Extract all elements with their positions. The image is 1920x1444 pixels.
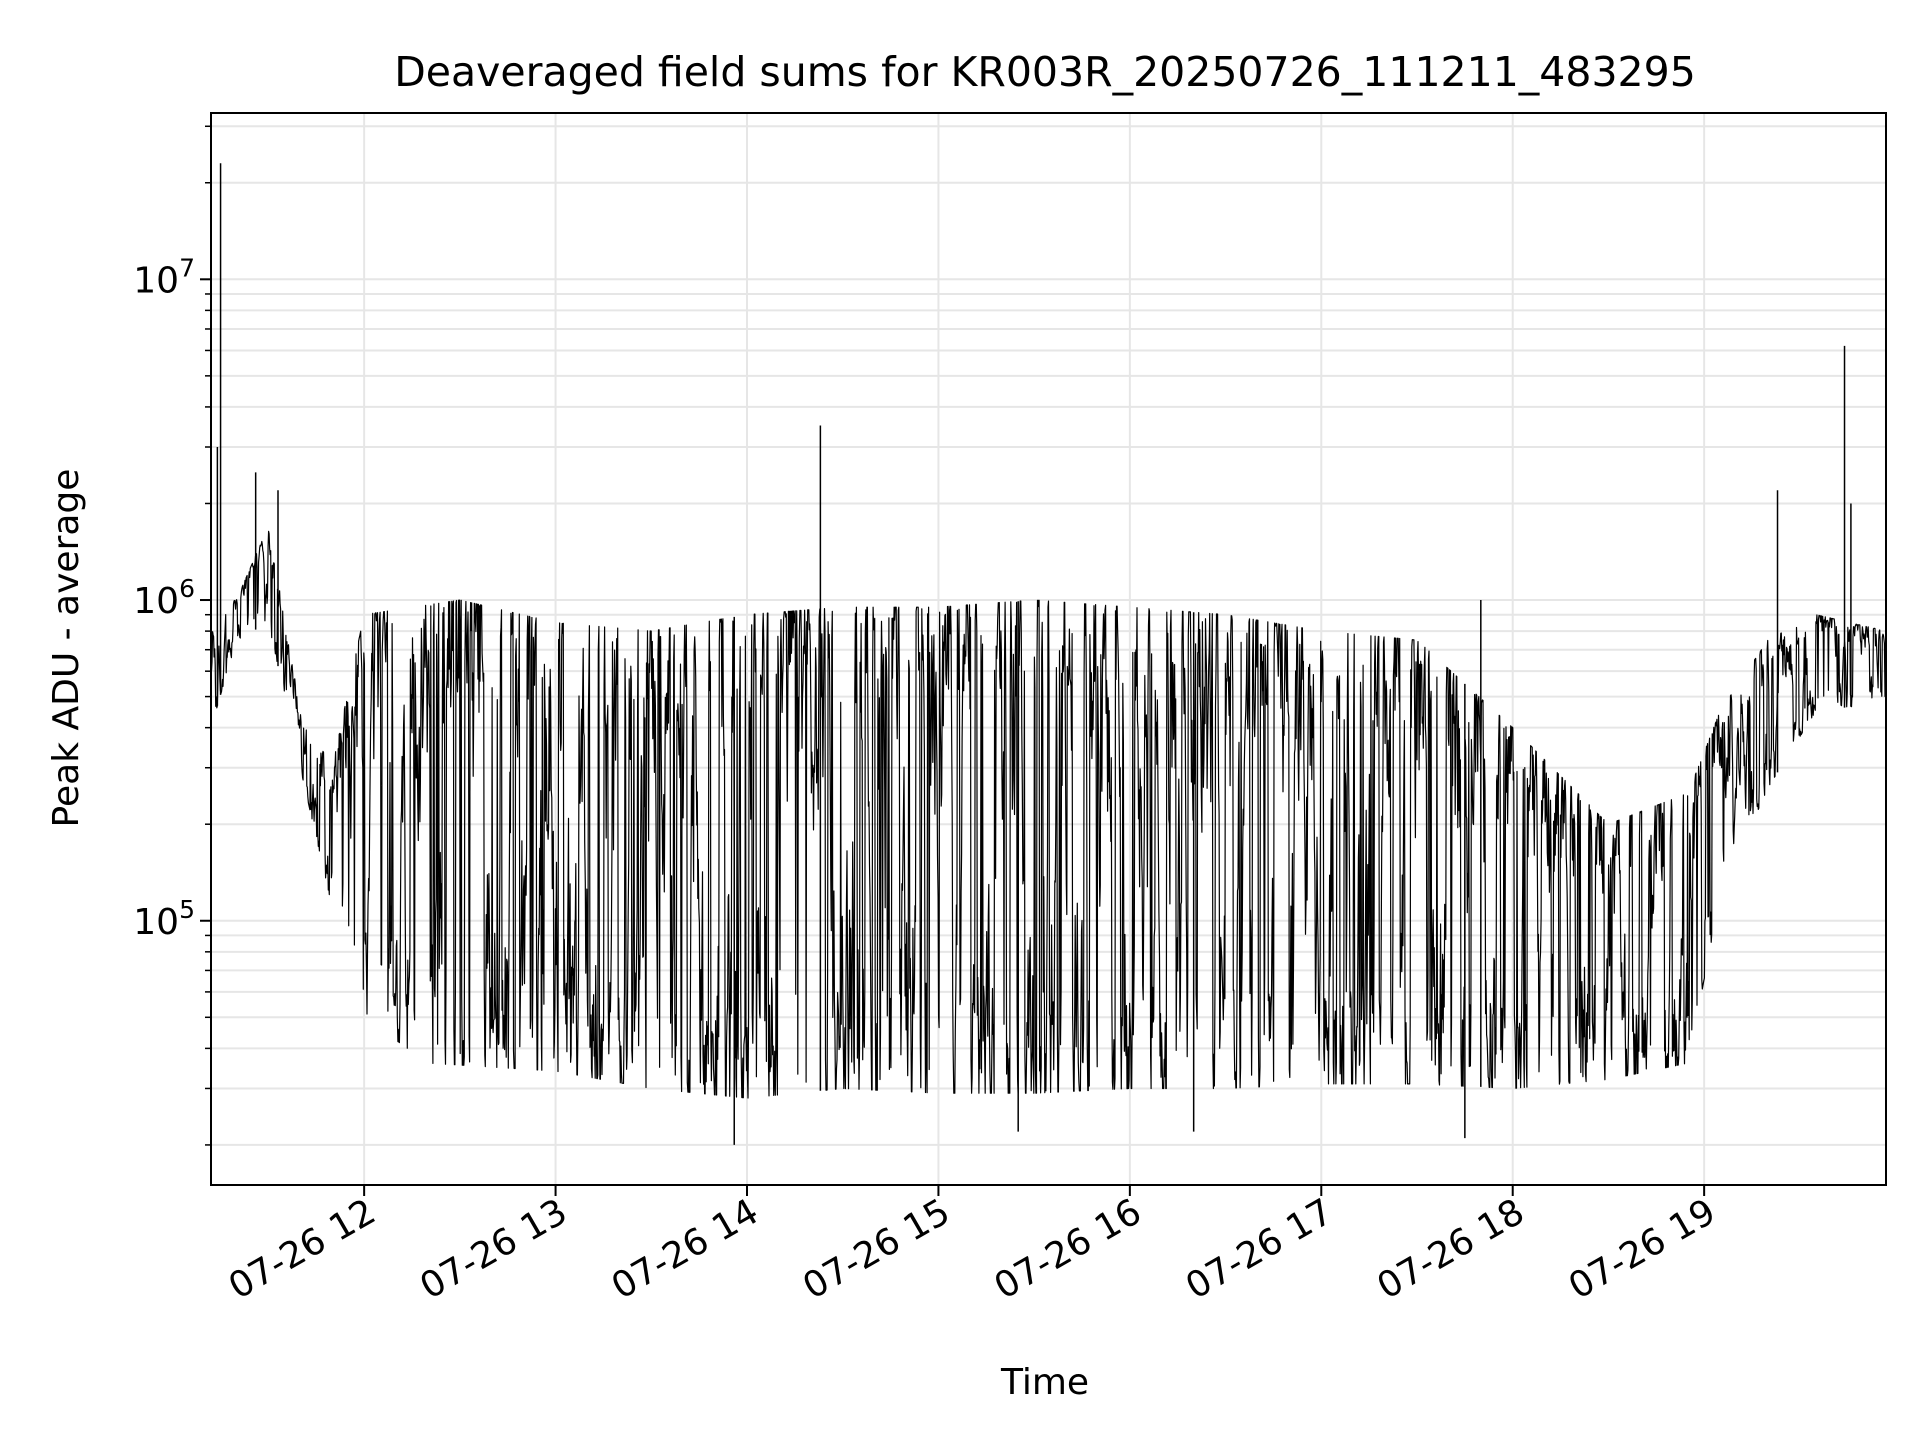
chart-title: Deaveraged field sums for KR003R_2025072…: [394, 48, 1696, 96]
series-layer: [210, 163, 1887, 1145]
y-axis-label: Peak ADU - average: [46, 469, 87, 828]
series-line: [210, 530, 1887, 1099]
x-axis-label: Time: [1000, 1362, 1089, 1403]
